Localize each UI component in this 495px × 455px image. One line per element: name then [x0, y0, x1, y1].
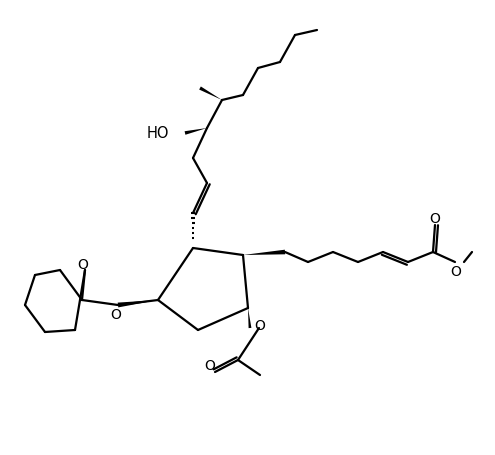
Text: O: O — [78, 258, 89, 272]
Polygon shape — [185, 128, 207, 135]
Polygon shape — [243, 250, 285, 255]
Text: O: O — [450, 265, 461, 279]
Text: O: O — [254, 319, 265, 333]
Polygon shape — [118, 300, 158, 308]
Polygon shape — [199, 86, 222, 100]
Text: HO: HO — [147, 126, 169, 142]
Text: O: O — [204, 359, 215, 373]
Polygon shape — [248, 308, 251, 328]
Text: O: O — [430, 212, 441, 226]
Text: O: O — [110, 308, 121, 322]
